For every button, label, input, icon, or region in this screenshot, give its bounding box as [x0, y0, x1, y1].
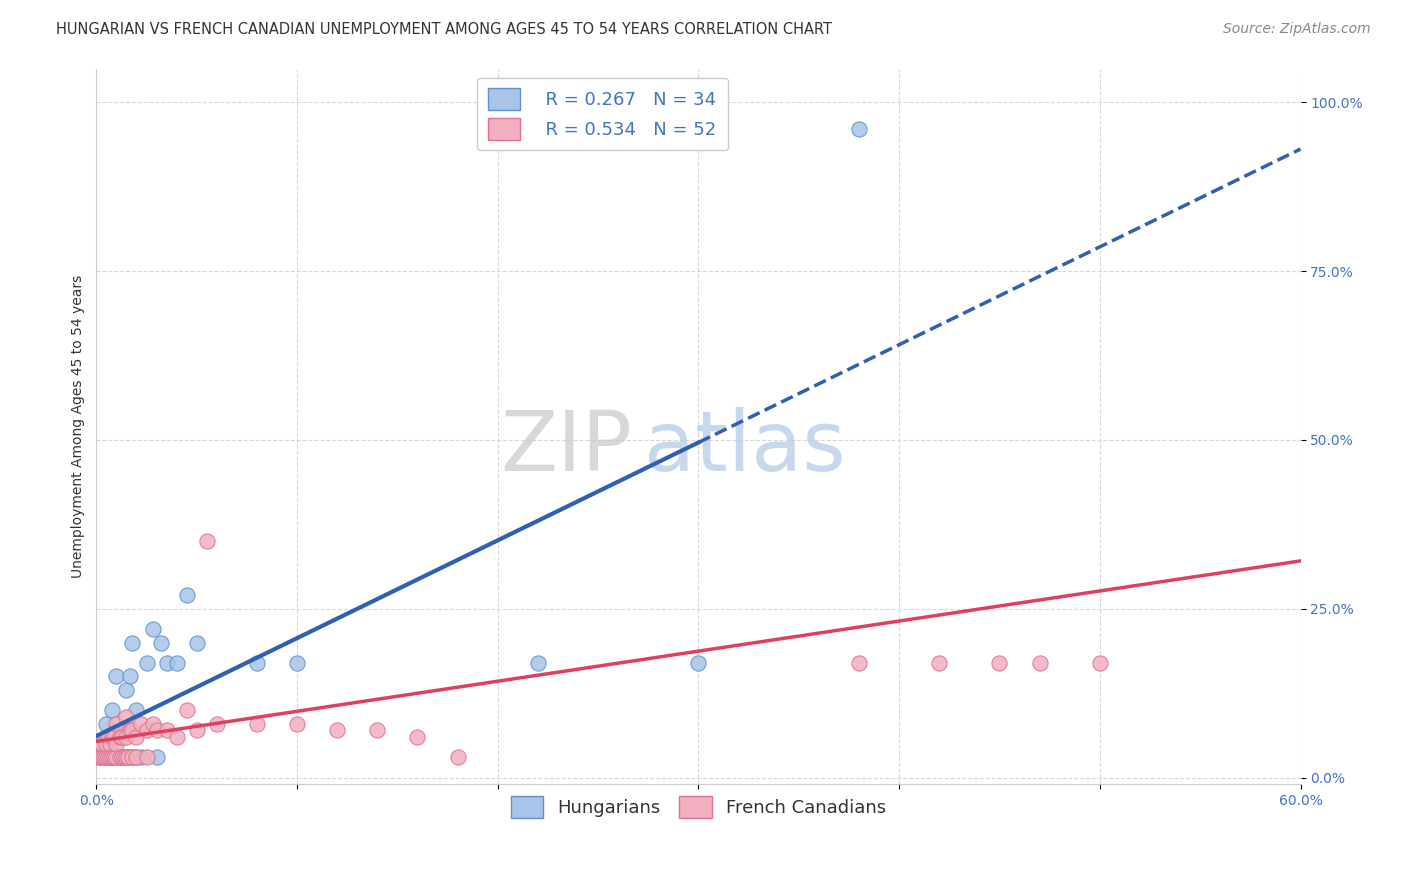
Point: [688, 656, 710, 670]
Point: [366, 723, 388, 738]
Point: [120, 669, 142, 683]
Point: [120, 723, 142, 738]
Point: [285, 716, 308, 731]
Point: [114, 750, 136, 764]
Point: [155, 723, 177, 738]
Point: [121, 750, 143, 764]
Point: [105, 669, 128, 683]
Point: [125, 750, 148, 764]
Point: [135, 723, 157, 738]
Point: [100, 750, 122, 764]
Point: [205, 716, 228, 731]
Point: [103, 750, 125, 764]
Point: [96, 750, 118, 764]
Point: [155, 656, 177, 670]
Text: Source: ZipAtlas.com: Source: ZipAtlas.com: [1223, 22, 1371, 37]
Point: [93, 750, 115, 764]
Point: [285, 656, 308, 670]
Point: [129, 750, 152, 764]
Point: [105, 750, 128, 764]
Point: [105, 716, 128, 731]
Point: [89, 750, 111, 764]
Point: [246, 716, 269, 731]
Point: [1088, 656, 1111, 670]
Point: [87, 750, 110, 764]
Point: [166, 656, 188, 670]
Point: [115, 750, 138, 764]
Point: [125, 703, 148, 717]
Point: [166, 730, 188, 744]
Point: [89, 750, 111, 764]
Point: [988, 656, 1011, 670]
Point: [195, 534, 218, 549]
Point: [115, 730, 138, 744]
Point: [135, 750, 157, 764]
Point: [97, 730, 120, 744]
Point: [928, 656, 950, 670]
Point: [115, 750, 138, 764]
Point: [111, 750, 134, 764]
Point: [246, 656, 269, 670]
Text: atlas: atlas: [644, 408, 846, 489]
Point: [101, 703, 124, 717]
Point: [446, 750, 468, 764]
Point: [176, 703, 198, 717]
Point: [141, 716, 163, 731]
Point: [100, 750, 122, 764]
Point: [121, 723, 143, 738]
Point: [115, 710, 138, 724]
Point: [111, 730, 134, 744]
Point: [115, 723, 138, 738]
Point: [125, 750, 148, 764]
Point: [105, 737, 128, 751]
Point: [91, 750, 114, 764]
Point: [145, 750, 167, 764]
Text: HUNGARIAN VS FRENCH CANADIAN UNEMPLOYMENT AMONG AGES 45 TO 54 YEARS CORRELATION : HUNGARIAN VS FRENCH CANADIAN UNEMPLOYMEN…: [56, 22, 832, 37]
Point: [135, 656, 157, 670]
Point: [91, 737, 114, 751]
Point: [149, 635, 172, 649]
Point: [848, 122, 870, 136]
Point: [110, 750, 132, 764]
Point: [96, 737, 118, 751]
Point: [105, 750, 128, 764]
Y-axis label: Unemployment Among Ages 45 to 54 years: Unemployment Among Ages 45 to 54 years: [72, 275, 86, 578]
Legend: Hungarians, French Canadians: Hungarians, French Canadians: [503, 789, 893, 825]
Point: [110, 723, 132, 738]
Point: [607, 95, 630, 110]
Point: [145, 723, 167, 738]
Point: [91, 737, 114, 751]
Point: [848, 656, 870, 670]
Point: [96, 750, 118, 764]
Point: [129, 716, 152, 731]
Point: [326, 723, 349, 738]
Point: [101, 730, 124, 744]
Point: [186, 723, 208, 738]
Point: [101, 750, 124, 764]
Point: [1028, 656, 1050, 670]
Point: [96, 716, 118, 731]
Text: ZIP: ZIP: [501, 408, 633, 489]
Point: [110, 730, 132, 744]
Point: [110, 750, 132, 764]
Point: [117, 750, 139, 764]
Point: [125, 730, 148, 744]
Point: [527, 656, 550, 670]
Point: [121, 750, 143, 764]
Point: [186, 635, 208, 649]
Point: [176, 588, 198, 602]
Point: [115, 682, 138, 697]
Point: [117, 750, 139, 764]
Point: [406, 730, 429, 744]
Point: [121, 635, 143, 649]
Point: [103, 730, 125, 744]
Point: [97, 750, 120, 764]
Point: [141, 622, 163, 636]
Point: [111, 750, 134, 764]
Point: [100, 737, 122, 751]
Point: [101, 750, 124, 764]
